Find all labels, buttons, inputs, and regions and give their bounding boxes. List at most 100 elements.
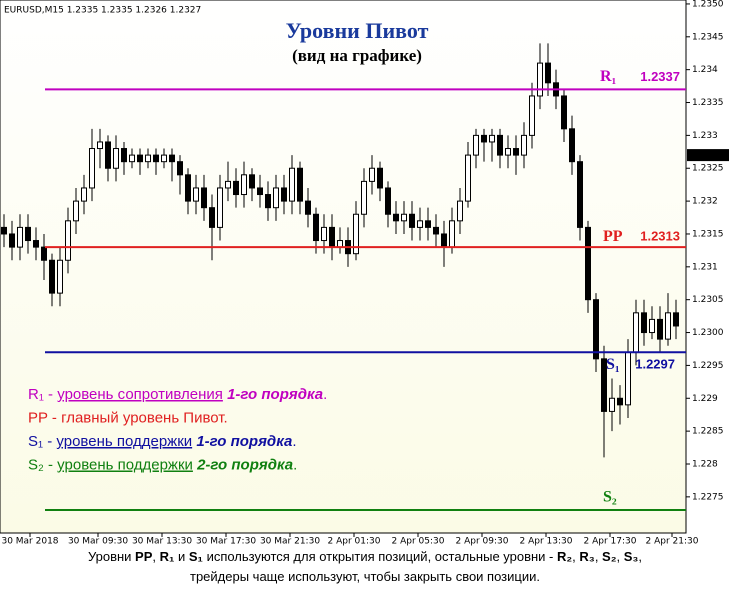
candle-body: [73, 200, 79, 222]
chart-title: Уровни Пивот: [286, 18, 429, 43]
candle-body: [433, 226, 439, 235]
level-value: 1.2297: [635, 357, 675, 372]
candle-body: [393, 213, 399, 222]
candle-body: [441, 233, 447, 248]
candle-body: [41, 246, 47, 261]
y-tick-label: 1.2325: [692, 164, 724, 174]
text-segment: S₁: [189, 549, 203, 564]
candle-body: [505, 148, 511, 156]
candle-body: [161, 154, 167, 163]
text-segment: R₁: [160, 549, 175, 564]
candle-body: [257, 187, 263, 196]
candle-body: [449, 220, 455, 248]
text-segment: ,: [572, 549, 579, 564]
y-tick-label: 1.2335: [692, 98, 724, 108]
candle-body: [569, 128, 575, 163]
candle-body: [241, 174, 247, 196]
candle-body: [145, 154, 151, 163]
candle-body: [665, 312, 671, 340]
candle-body: [249, 174, 255, 189]
candle-body: [225, 180, 231, 189]
text-line: трейдеры чаще используют, чтобы закрыть …: [190, 569, 540, 584]
text-line: S₁ - уровень поддержки 1-го порядка.: [28, 433, 297, 450]
candle-body: [289, 167, 295, 202]
candle-body: [537, 62, 543, 97]
candle-body: [57, 259, 63, 294]
x-tick-label: 2 Apr 01:30: [328, 537, 381, 547]
x-tick-label: 30 Mar 09:30: [68, 537, 128, 547]
y-tick-label: 1.2275: [692, 492, 724, 502]
text-segment: S₂: [602, 549, 617, 564]
text-segment: Уровни: [88, 549, 135, 564]
chart-subtitle: (вид на графике): [292, 46, 422, 65]
text-segment: и: [174, 549, 189, 564]
y-tick-label: 1.2350: [692, 0, 724, 9]
level-name: S₂: [603, 489, 617, 506]
candle-body: [561, 95, 567, 130]
candle-body: [601, 358, 607, 412]
candle-body: [625, 351, 631, 406]
text-segment: .: [292, 433, 296, 450]
candle-body: [97, 141, 103, 150]
candle-body: [281, 187, 287, 202]
candle-body: [593, 299, 599, 360]
candle-body: [457, 200, 463, 222]
text-segment: PP: [135, 549, 153, 564]
y-tick-label: 1.232: [692, 197, 718, 207]
text-segment: .: [293, 456, 297, 473]
y-tick-label: 1.2315: [692, 229, 724, 239]
x-tick-label: 30 Mar 17:30: [196, 537, 256, 547]
candle-body: [641, 312, 647, 334]
candle-body: [577, 161, 583, 228]
candle-body: [481, 134, 487, 143]
level-name: R₁: [600, 68, 617, 85]
text-segment: ,: [152, 549, 159, 564]
candle-body: [633, 312, 639, 353]
candle-body: [25, 226, 31, 242]
text-segment: ,: [638, 549, 642, 564]
x-tick-label: 2 Apr 21:30: [646, 537, 699, 547]
current-price: 1.2327: [692, 151, 724, 161]
y-tick-label: 1.2305: [692, 295, 724, 305]
candle-body: [425, 220, 431, 228]
candle-body: [201, 187, 207, 209]
text-segment: S₁ -: [28, 433, 56, 450]
text-segment: трейдеры чаще используют, чтобы закрыть …: [190, 569, 540, 584]
level-name: S₁: [606, 356, 620, 373]
y-tick-label: 1.2345: [692, 32, 724, 42]
candle-body: [617, 397, 623, 406]
text-segment: R₃: [579, 549, 594, 564]
candle-body: [649, 318, 655, 334]
candle-body: [209, 207, 215, 228]
candle-body: [265, 194, 271, 209]
candle-body: [273, 187, 279, 209]
text-segment: уровень поддержки: [57, 456, 193, 473]
y-tick-label: 1.2295: [692, 361, 724, 371]
candle-body: [1, 226, 7, 235]
candle-body: [185, 174, 191, 202]
text-segment: 2-го порядка: [196, 456, 293, 473]
text-line: PP - главный уровень Пивот.: [28, 409, 228, 426]
candle-body: [81, 187, 87, 202]
text-line: S₂ - уровень поддержки 2-го порядка.: [28, 456, 297, 473]
candle-body: [385, 187, 391, 215]
candle-body: [33, 240, 39, 248]
symbol-label: EURUSD,M15 1.2335 1.2335 1.2326 1.2327: [4, 6, 201, 16]
price-tag: [687, 149, 729, 162]
text-line: R₁ - уровень сопротивления 1-го порядка.: [28, 386, 327, 403]
candle-body: [513, 148, 519, 156]
candle-body: [465, 154, 471, 202]
text-line: Уровни PP, R₁ и S₁ используются для откр…: [88, 549, 642, 564]
candle-body: [137, 154, 143, 163]
candle-body: [313, 213, 319, 242]
candle-body: [473, 134, 479, 156]
text-segment: уровень сопротивления: [57, 386, 223, 403]
x-tick-label: 2 Apr 17:30: [584, 537, 637, 547]
text-segment: R₂: [557, 549, 572, 564]
candle-body: [113, 148, 119, 169]
candle-body: [305, 200, 311, 215]
y-tick-label: 1.2285: [692, 427, 724, 437]
y-tick-label: 1.234: [692, 65, 718, 75]
